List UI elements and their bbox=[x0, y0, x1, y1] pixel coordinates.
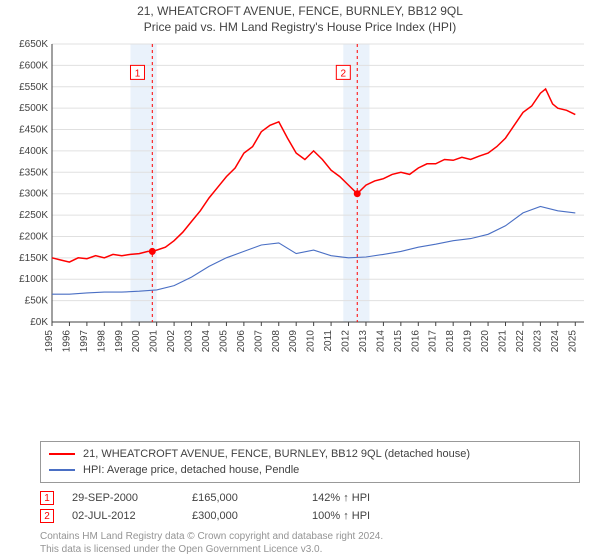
svg-text:2024: 2024 bbox=[550, 330, 561, 353]
svg-text:1998: 1998 bbox=[96, 330, 107, 353]
svg-text:2012: 2012 bbox=[341, 330, 352, 353]
svg-text:2007: 2007 bbox=[253, 330, 264, 353]
sale-hpi-delta: 142% ↑ HPI bbox=[312, 492, 432, 504]
svg-text:2020: 2020 bbox=[480, 330, 491, 353]
svg-text:1995: 1995 bbox=[44, 330, 55, 353]
sale-hpi-delta: 100% ↑ HPI bbox=[312, 510, 432, 522]
svg-text:1999: 1999 bbox=[114, 330, 125, 353]
svg-text:2003: 2003 bbox=[184, 330, 195, 353]
svg-text:1997: 1997 bbox=[79, 330, 90, 353]
svg-text:2025: 2025 bbox=[567, 330, 578, 353]
svg-text:£300K: £300K bbox=[19, 189, 48, 200]
legend-box: 21, WHEATCROFT AVENUE, FENCE, BURNLEY, B… bbox=[40, 441, 580, 483]
line-chart: £0K £50K £100K £150K £200K £250K £300K £350K £40… bbox=[8, 38, 592, 362]
svg-text:£400K: £400K bbox=[19, 146, 48, 157]
svg-text:1996: 1996 bbox=[61, 330, 72, 353]
legend-label: 21, WHEATCROFT AVENUE, FENCE, BURNLEY, B… bbox=[83, 448, 470, 460]
legend-label: HPI: Average price, detached house, Pend… bbox=[83, 464, 299, 476]
svg-text:£450K: £450K bbox=[19, 125, 48, 136]
svg-text:2021: 2021 bbox=[498, 330, 509, 353]
svg-text:2005: 2005 bbox=[218, 330, 229, 353]
svg-text:2022: 2022 bbox=[515, 330, 526, 353]
sale-marker-icon: 2 bbox=[40, 509, 54, 523]
svg-text:£100K: £100K bbox=[19, 274, 48, 285]
svg-text:2004: 2004 bbox=[201, 330, 212, 353]
legend-swatch bbox=[49, 453, 75, 455]
address-title: 21, WHEATCROFT AVENUE, FENCE, BURNLEY, B… bbox=[0, 4, 600, 18]
svg-text:£550K: £550K bbox=[19, 82, 48, 93]
svg-text:2017: 2017 bbox=[428, 330, 439, 353]
svg-text:2023: 2023 bbox=[532, 330, 543, 353]
sale-date: 02-JUL-2012 bbox=[72, 510, 192, 522]
sale-price: £300,000 bbox=[192, 510, 312, 522]
svg-text:£0K: £0K bbox=[30, 317, 48, 328]
svg-text:2013: 2013 bbox=[358, 330, 369, 353]
svg-text:2018: 2018 bbox=[445, 330, 456, 353]
legend-item: 21, WHEATCROFT AVENUE, FENCE, BURNLEY, B… bbox=[49, 446, 571, 462]
attribution-footer: Contains HM Land Registry data © Crown c… bbox=[40, 531, 580, 556]
chart-subtitle: Price paid vs. HM Land Registry's House … bbox=[0, 20, 600, 34]
svg-text:2015: 2015 bbox=[393, 330, 404, 353]
svg-text:2000: 2000 bbox=[131, 330, 142, 353]
svg-text:2008: 2008 bbox=[271, 330, 282, 353]
svg-text:2006: 2006 bbox=[236, 330, 247, 353]
svg-text:£250K: £250K bbox=[19, 210, 48, 221]
svg-text:2016: 2016 bbox=[410, 330, 421, 353]
svg-text:2001: 2001 bbox=[149, 330, 160, 353]
svg-text:2002: 2002 bbox=[166, 330, 177, 353]
svg-text:£350K: £350K bbox=[19, 167, 48, 178]
svg-text:£500K: £500K bbox=[19, 103, 48, 114]
svg-text:2011: 2011 bbox=[323, 330, 334, 352]
svg-text:£600K: £600K bbox=[19, 60, 48, 71]
svg-text:£50K: £50K bbox=[25, 296, 49, 307]
legend-swatch bbox=[49, 469, 75, 471]
sale-row: 1 29-SEP-2000 £165,000 142% ↑ HPI bbox=[40, 489, 580, 507]
sale-row: 2 02-JUL-2012 £300,000 100% ↑ HPI bbox=[40, 507, 580, 525]
chart-titles: 21, WHEATCROFT AVENUE, FENCE, BURNLEY, B… bbox=[0, 0, 600, 34]
legend-item: HPI: Average price, detached house, Pend… bbox=[49, 462, 571, 478]
svg-text:£650K: £650K bbox=[19, 39, 48, 50]
svg-text:£150K: £150K bbox=[19, 253, 48, 264]
footer-line: This data is licensed under the Open Gov… bbox=[40, 544, 580, 557]
svg-text:2009: 2009 bbox=[288, 330, 299, 353]
sale-price: £165,000 bbox=[192, 492, 312, 504]
chart-area: £0K £50K £100K £150K £200K £250K £300K £350K £40… bbox=[8, 38, 592, 435]
sale-marker-icon: 1 bbox=[40, 491, 54, 505]
sales-table: 1 29-SEP-2000 £165,000 142% ↑ HPI 2 02-J… bbox=[40, 489, 580, 525]
svg-text:2014: 2014 bbox=[375, 330, 386, 353]
svg-text:2019: 2019 bbox=[463, 330, 474, 353]
footer-line: Contains HM Land Registry data © Crown c… bbox=[40, 531, 580, 544]
svg-text:1: 1 bbox=[135, 68, 141, 79]
svg-text:2: 2 bbox=[341, 68, 347, 79]
svg-text:2010: 2010 bbox=[306, 330, 317, 353]
svg-text:£200K: £200K bbox=[19, 231, 48, 242]
sale-date: 29-SEP-2000 bbox=[72, 492, 192, 504]
